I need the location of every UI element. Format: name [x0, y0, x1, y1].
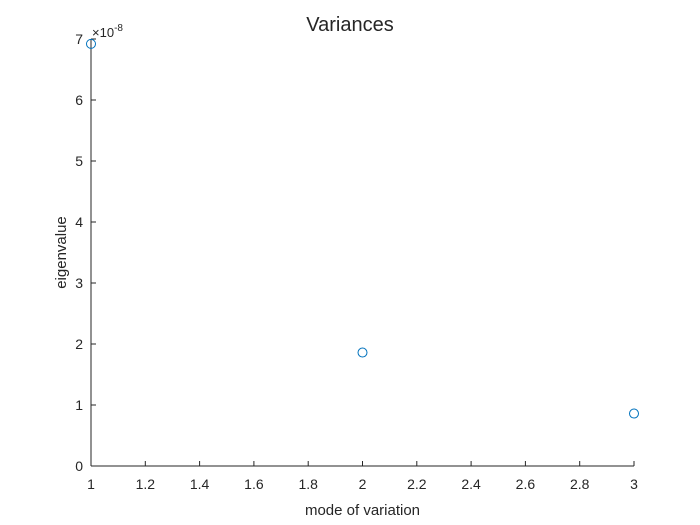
data-point: [357, 347, 368, 358]
x-axis-label: mode of variation: [305, 502, 420, 519]
y-exponent-label: ×10-8: [92, 23, 123, 40]
x-tick-label: 2.8: [570, 476, 590, 492]
x-tick-label: 1.8: [298, 476, 318, 492]
y-exponent-power: -8: [114, 23, 123, 34]
y-tick-label: 0: [75, 458, 83, 474]
x-tick-label: 1.2: [136, 476, 156, 492]
data-points: [86, 38, 639, 419]
x-tick-label: 2.2: [407, 476, 427, 492]
y-tick-label: 3: [75, 275, 83, 291]
y-tick-label: 4: [75, 214, 83, 230]
y-tick-label: 1: [75, 397, 83, 413]
y-tick-label: 7: [75, 31, 83, 47]
y-ticks: 0 1 2 3 4 5 6 7: [75, 31, 96, 474]
x-tick-label: 1.4: [190, 476, 210, 492]
data-point: [86, 38, 96, 49]
x-tick-label: 2: [359, 476, 367, 492]
y-tick-label: 2: [75, 336, 83, 352]
x-tick-label: 2.4: [461, 476, 481, 492]
x-tick-label: 2.6: [516, 476, 536, 492]
x-tick-label: 3: [630, 476, 638, 492]
x-ticks: 1 1.2 1.4 1.6 1.8 2 2.2 2.4 2.6 2.8 3: [87, 461, 638, 492]
x-tick-label: 1.6: [244, 476, 264, 492]
plot-axes: [90, 39, 634, 467]
y-axis-label: eigenvalue: [53, 216, 70, 289]
data-point: [629, 408, 639, 419]
y-exponent-base: ×10: [92, 25, 114, 40]
y-tick-label: 6: [75, 92, 83, 108]
y-tick-label: 5: [75, 153, 83, 169]
x-tick-label: 1: [87, 476, 95, 492]
chart-title: Variances: [306, 14, 393, 36]
